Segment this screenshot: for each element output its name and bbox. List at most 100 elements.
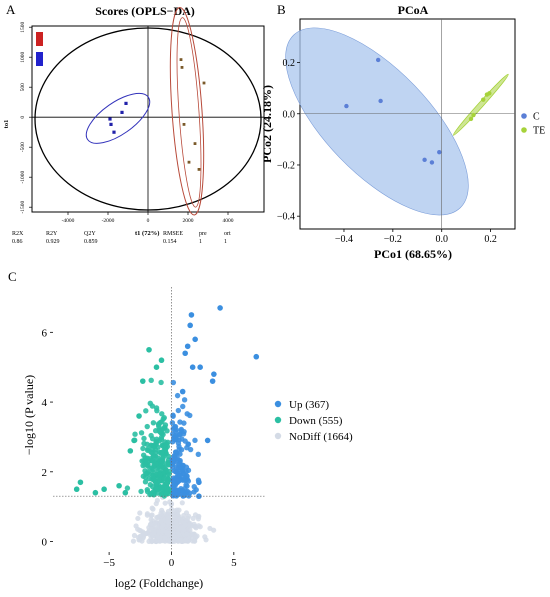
panel-a-xtick-label: -4000 bbox=[62, 218, 75, 224]
panel-a-ytick-label: -1500 bbox=[20, 201, 26, 214]
panel-c-content: −5 0 5 0 2 4 6 bbox=[42, 287, 265, 569]
panel-c-point-up bbox=[176, 461, 183, 467]
panel-a: Scores (OPLS−DA) -4000 -2000 0 2000 4000 -150… bbox=[3, 4, 265, 245]
panel-a-stat-value: 1 bbox=[199, 239, 202, 245]
panel-a-ytick-label: -500 bbox=[20, 142, 26, 152]
panel-c-legend-marker-up bbox=[274, 400, 282, 408]
panel-a-ytick-label: 1000 bbox=[20, 51, 26, 62]
panel-c-point-up bbox=[180, 465, 186, 472]
panel-c-point-nodiff bbox=[178, 525, 184, 531]
panel-c-point-down bbox=[143, 408, 149, 414]
panel-a-point-te bbox=[197, 168, 201, 171]
panel-c-point-down bbox=[142, 479, 149, 485]
panel-c-point-nodiff bbox=[144, 512, 150, 518]
panel-c-point-down bbox=[140, 445, 146, 452]
panel-c-point-up bbox=[175, 440, 182, 446]
panel-c-point-nodiff bbox=[149, 512, 155, 518]
panel-c-point-up bbox=[189, 364, 196, 370]
panel-b-point-te bbox=[468, 116, 474, 122]
panel-a-legend-label-c: C bbox=[44, 36, 47, 41]
panel-a-stat-value: 0.929 bbox=[46, 239, 60, 245]
panel-c-point-up bbox=[196, 479, 202, 486]
panel-c-point-nodiff bbox=[130, 538, 137, 544]
panel-c-legend-label-down: Down (555) bbox=[289, 415, 343, 427]
panel-c-point-nodiff bbox=[192, 523, 198, 530]
panel-b-ylabel: PCo2 (24.18%) bbox=[260, 85, 274, 163]
panel-c-point-down bbox=[163, 441, 170, 447]
panel-c-point-nodiff bbox=[174, 507, 180, 513]
panel-b-title: PCoA bbox=[398, 3, 429, 17]
panel-c-point-down bbox=[150, 472, 156, 479]
panel-c-point-up bbox=[204, 437, 211, 444]
panel-b-point-c bbox=[437, 149, 442, 155]
panel-a-point-c bbox=[108, 117, 112, 121]
panel-a-hotelling-ellipse bbox=[34, 27, 262, 211]
panel-c-point-down bbox=[161, 415, 167, 421]
panel-a-legend-swatch-c bbox=[36, 32, 43, 46]
panel-c-point-up bbox=[253, 353, 260, 360]
panel-c-point-down bbox=[153, 439, 159, 445]
panel-c-point-up bbox=[187, 412, 193, 419]
panel-c-point-nodiff bbox=[169, 518, 175, 525]
panel-c-point-up bbox=[170, 413, 176, 419]
panel-a-content: -4000 -2000 0 2000 4000 -1500 -1000 -500 0 500 100… bbox=[20, 6, 264, 224]
panel-c-point-nodiff bbox=[148, 521, 154, 527]
panel-b-legend-label-c: C bbox=[533, 112, 540, 123]
panel-b-point-te bbox=[481, 97, 486, 102]
panel-c-point-nodiff bbox=[165, 508, 171, 515]
panel-c-point-nodiff bbox=[196, 523, 202, 529]
panel-c-point-nodiff bbox=[154, 497, 160, 504]
panel-b-ytick-label: 0.2 bbox=[283, 58, 296, 69]
panel-c-point-up bbox=[172, 432, 179, 439]
panel-c-point-up bbox=[191, 483, 197, 490]
panel-a-point-te bbox=[202, 81, 206, 85]
panel-a-stat-value: 0.86 bbox=[12, 239, 23, 245]
panel-c-point-down bbox=[156, 428, 163, 435]
panel-c-ylabel: −log10 (P value) bbox=[22, 375, 36, 455]
panel-c-point-down bbox=[144, 423, 150, 430]
panel-a-point-te bbox=[193, 142, 197, 145]
panel-a-xtick-label: 4000 bbox=[223, 218, 234, 224]
panel-c-point-nodiff bbox=[171, 514, 178, 520]
panel-c-point-nodiff bbox=[203, 537, 209, 543]
panel-a-stat-header: ort bbox=[224, 231, 231, 237]
panel-b-point-c bbox=[344, 103, 349, 109]
panel-c-point-up bbox=[180, 403, 186, 410]
panel-c-point-nodiff bbox=[148, 517, 154, 523]
panel-c-point-up bbox=[209, 378, 216, 384]
panel-c-ytick-label: 4 bbox=[42, 397, 48, 409]
panel-c-point-nodiff bbox=[135, 534, 142, 541]
panel-c-point-down bbox=[138, 488, 144, 495]
panel-c-point-down bbox=[139, 378, 146, 384]
panel-b-te-ellipse bbox=[452, 73, 509, 136]
panel-c-xtick-label: 0 bbox=[169, 557, 175, 569]
panel-c-point-nodiff bbox=[182, 522, 188, 528]
panel-c-point-nodiff bbox=[189, 531, 195, 537]
panel-b-ytick-label: 0.0 bbox=[283, 109, 296, 120]
panel-a-ytick-label: 1500 bbox=[20, 21, 26, 32]
panel-c-point-up bbox=[217, 305, 223, 311]
panel-c-point-up bbox=[186, 490, 193, 496]
panel-c-point-down bbox=[158, 434, 165, 441]
panel-c-point-up bbox=[211, 371, 217, 377]
panel-c-point-up bbox=[184, 483, 190, 489]
panel-a-xtick-label: -2000 bbox=[102, 218, 115, 224]
panel-c-point-up bbox=[192, 336, 198, 343]
panel-c-point-up bbox=[171, 468, 177, 474]
panel-c-point-up bbox=[197, 364, 203, 370]
panel-c: −5 0 5 0 2 4 6 log2 (Foldchange) −log10 (P val… bbox=[22, 287, 353, 590]
panel-b-xtick-label: 0.2 bbox=[484, 234, 497, 245]
panel-c-point-nodiff bbox=[164, 530, 170, 536]
panel-b: PCoA −0.4 −0.2 0.0 0.2 −0.4 −0.2 0.0 0.2 PCo1 (… bbox=[260, 3, 545, 261]
panel-c-point-down bbox=[77, 479, 84, 486]
panel-c-point-nodiff bbox=[186, 513, 192, 519]
panel-c-point-up bbox=[172, 423, 179, 430]
panel-a-point-te bbox=[182, 123, 186, 126]
panel-c-ytick-label: 6 bbox=[42, 327, 48, 339]
panel-c-point-down bbox=[92, 489, 99, 496]
panel-c-point-down bbox=[158, 491, 165, 498]
panel-label-a: A bbox=[6, 2, 16, 17]
panel-c-point-up bbox=[192, 437, 198, 444]
panel-c-point-up bbox=[173, 474, 179, 481]
panel-b-ytick-label: −0.4 bbox=[277, 212, 295, 223]
